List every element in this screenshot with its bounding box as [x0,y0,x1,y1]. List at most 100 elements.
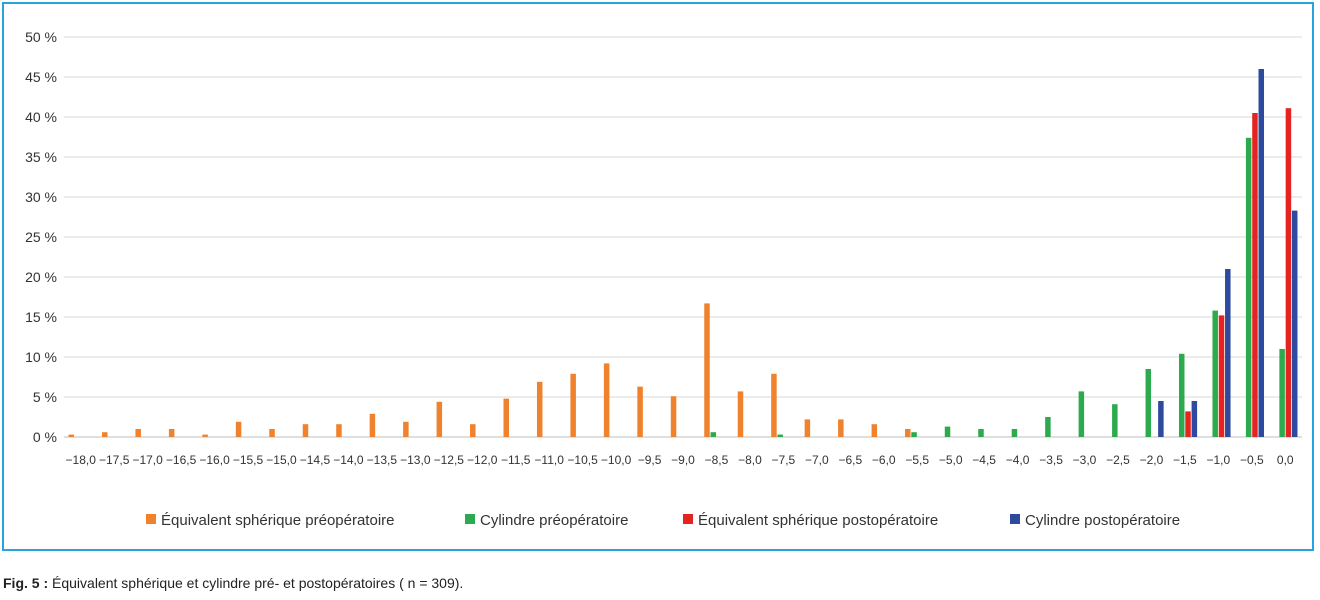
x-tick-label: −5,0 [939,453,963,467]
x-tick-label: −14,5 [300,453,331,467]
figure-caption: Fig. 5 : Équivalent sphérique et cylindr… [3,575,463,591]
bar [1145,369,1152,437]
bar [1258,69,1265,437]
x-tick-label: −15,5 [233,453,264,467]
x-tick-label: −14,0 [333,453,364,467]
x-tick-label: −2,5 [1106,453,1130,467]
y-tick-label: 45 % [25,69,57,85]
bar [202,434,208,437]
legend-label: Cylindre préopératoire [480,512,628,529]
bar [670,396,677,437]
bar [637,386,643,437]
bar [436,401,443,437]
bar [838,419,844,437]
x-tick-label: −10,0 [601,453,632,467]
bar [369,413,376,437]
legend-label: Équivalent sphérique postopératoire [698,512,938,529]
legend-swatch [146,514,156,524]
bar [1158,401,1164,437]
bar [1185,411,1191,437]
bar [302,424,309,437]
bar [1078,391,1085,437]
bar [871,424,878,437]
y-tick-label: 15 % [25,309,57,325]
legend-label: Équivalent sphérique préopératoire [161,512,395,529]
bar [1285,108,1292,437]
x-tick-label: −18,0 [66,453,97,467]
x-tick-label: −8,5 [705,453,729,467]
y-tick-label: 5 % [33,389,57,405]
x-tick-label: −16,0 [199,453,230,467]
x-tick-label: −11,5 [501,453,531,467]
x-tick-label: −0,5 [1240,453,1264,467]
bar [1252,113,1258,437]
x-tick-label: −3,5 [1039,453,1063,467]
bar [1178,353,1185,437]
bar [235,421,242,437]
bar [911,432,917,437]
x-tick-label: −3,0 [1073,453,1097,467]
x-tick-label: 0,0 [1277,453,1294,467]
bar [101,432,108,437]
bar [771,373,777,437]
x-tick-label: −13,5 [367,453,398,467]
y-tick-label: 35 % [25,149,57,165]
bar [944,426,951,437]
y-tick-label: 40 % [25,109,57,125]
x-tick-label: −4,0 [1006,453,1030,467]
bar [777,434,783,437]
legend-swatch [465,514,475,524]
bar [570,373,576,437]
bar [168,429,175,437]
bar [1191,401,1198,437]
bar [68,434,75,437]
legend: Équivalent sphérique préopératoire Cylind… [146,512,1180,529]
x-tick-label: −17,5 [99,453,130,467]
bar [1011,429,1018,437]
x-tick-label: −5,5 [905,453,929,467]
bar [710,432,717,437]
bar [603,363,610,437]
x-tick-label: −10,5 [567,453,598,467]
bar [403,421,409,437]
x-tick-label: −13,0 [400,453,431,467]
bar [978,429,984,437]
x-tick-label: −11,0 [534,453,564,467]
y-tick-label: 10 % [25,349,57,365]
bar [1291,210,1298,437]
x-tick-label: −1,0 [1206,453,1230,467]
bar [503,398,509,437]
legend-label: Cylindre postopératoire [1025,512,1180,529]
caption-label: Fig. 5 : [3,575,49,591]
y-tick-label: 0 % [33,429,57,445]
bar [1279,349,1285,437]
bar [269,429,275,437]
bars [68,69,1298,438]
bar [336,424,342,437]
x-tick-label: −12,0 [467,453,498,467]
legend-swatch [1010,514,1020,524]
x-tick-label: −8,0 [738,453,762,467]
bar [704,303,710,437]
x-tick-label: −7,5 [772,453,796,467]
x-tick-label: −4,5 [972,453,996,467]
bar-chart: 0 % 5 % 10 % 15 % 20 % 25 % 30 % 35 % 40 % 45 % 50… [25,29,1302,529]
x-tick-label: −9,5 [638,453,662,467]
x-tick-label: −16,5 [166,453,197,467]
y-tick-label: 50 % [25,29,57,45]
x-tick-label: −9,0 [671,453,695,467]
bar [470,424,476,437]
bar [1112,404,1118,437]
legend-swatch [683,514,693,524]
chart-frame [2,2,1314,551]
bar [1245,137,1252,438]
bar [1045,417,1051,437]
caption-text: Équivalent sphérique et cylindre pré- et… [48,575,464,591]
bar [905,429,911,437]
bar [737,391,744,437]
bar [804,419,811,437]
x-tick-label: −12,5 [434,453,465,467]
x-tick-label: −6,5 [838,453,862,467]
x-tick-label: −6,0 [872,453,896,467]
x-tick-label: −7,0 [805,453,829,467]
